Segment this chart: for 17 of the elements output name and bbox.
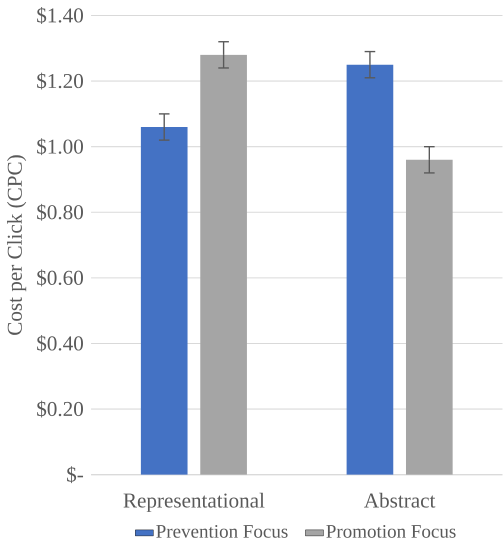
y-tick-label: $- bbox=[67, 466, 84, 484]
x-tick-label: Representational bbox=[124, 492, 264, 512]
legend-label: Promotion Focus bbox=[326, 525, 456, 538]
y-tick-label: $1.20 bbox=[37, 72, 83, 90]
y-tick-label: $0.20 bbox=[37, 400, 83, 418]
y-tick-label: $1.40 bbox=[37, 7, 83, 24]
bar bbox=[140, 127, 188, 475]
y-tick-label: $1.00 bbox=[37, 138, 83, 156]
bar bbox=[200, 54, 247, 475]
y-tick-label: $0.40 bbox=[37, 335, 83, 352]
y-tick-label: $0.60 bbox=[37, 269, 83, 286]
bar bbox=[346, 64, 394, 475]
bar bbox=[406, 160, 453, 475]
x-tick-label: Abstract bbox=[364, 492, 436, 508]
legend-label: Prevention Focus bbox=[156, 525, 288, 538]
y-axis-title: Cost per Click (CPC) bbox=[7, 155, 26, 335]
y-tick-label: $0.80 bbox=[37, 204, 83, 221]
